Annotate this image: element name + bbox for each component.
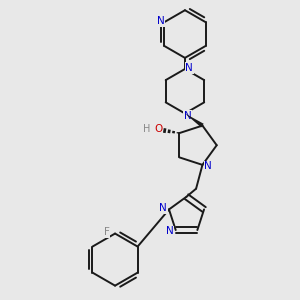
Polygon shape xyxy=(172,131,175,134)
Text: O: O xyxy=(154,124,163,134)
Polygon shape xyxy=(158,127,162,133)
Text: F: F xyxy=(104,227,110,237)
Text: H: H xyxy=(143,124,151,134)
Text: N: N xyxy=(159,203,167,213)
Text: N: N xyxy=(184,111,191,121)
Text: N: N xyxy=(204,161,212,172)
Text: N: N xyxy=(157,16,164,26)
Polygon shape xyxy=(185,113,204,128)
Polygon shape xyxy=(177,132,179,134)
Polygon shape xyxy=(163,128,166,133)
Text: N: N xyxy=(185,63,193,73)
Polygon shape xyxy=(167,129,171,133)
Text: N: N xyxy=(166,226,174,236)
